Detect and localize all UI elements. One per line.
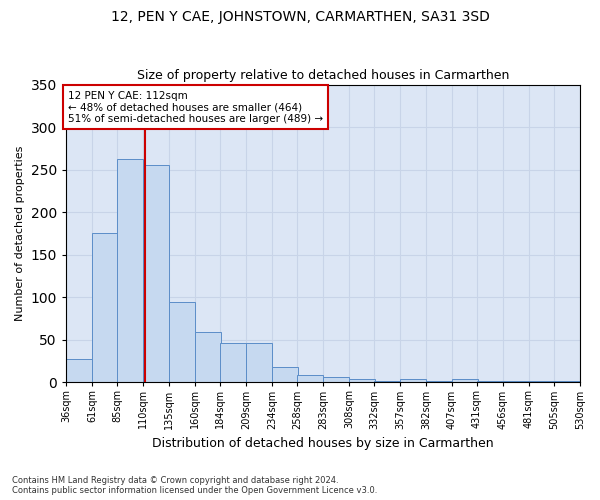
Bar [220, 343, 246, 382]
Title: Size of property relative to detached houses in Carmarthen: Size of property relative to detached ho… [137, 69, 509, 82]
Text: Contains HM Land Registry data © Crown copyright and database right 2024.
Contai: Contains HM Land Registry data © Crown c… [12, 476, 377, 495]
Bar [143, 166, 169, 382]
Text: 12 PEN Y CAE: 112sqm
← 48% of detached houses are smaller (464)
51% of semi-deta: 12 PEN Y CAE: 112sqm ← 48% of detached h… [68, 90, 323, 124]
Bar [66, 360, 92, 382]
X-axis label: Distribution of detached houses by size in Carmarthen: Distribution of detached houses by size … [152, 437, 494, 450]
Bar [349, 379, 375, 382]
Bar [169, 302, 195, 382]
Text: 12, PEN Y CAE, JOHNSTOWN, CARMARTHEN, SA31 3SD: 12, PEN Y CAE, JOHNSTOWN, CARMARTHEN, SA… [110, 10, 490, 24]
Bar [246, 343, 272, 382]
Bar [195, 332, 221, 382]
Bar [374, 380, 400, 382]
Bar [92, 234, 118, 382]
Y-axis label: Number of detached properties: Number of detached properties [15, 146, 25, 321]
Bar [297, 374, 323, 382]
Bar [452, 379, 478, 382]
Bar [117, 158, 143, 382]
Bar [400, 379, 426, 382]
Bar [272, 367, 298, 382]
Bar [323, 377, 349, 382]
